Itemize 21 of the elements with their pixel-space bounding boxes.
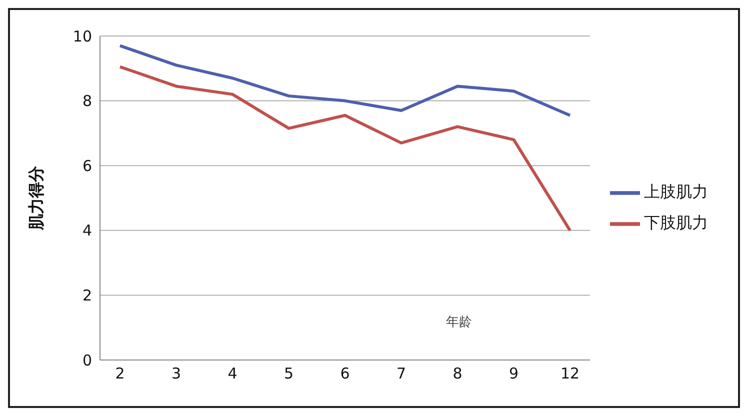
line-series: [118, 65, 572, 232]
x-axis-title: 年龄: [446, 314, 472, 331]
y-tick-label: 10: [72, 27, 92, 46]
x-tick-label: 7: [396, 364, 406, 383]
legend-label: 上肢肌力: [644, 182, 708, 202]
x-tick-label: 5: [284, 364, 294, 383]
y-tick-label: 6: [82, 156, 92, 175]
x-tick-label: 12: [560, 364, 580, 383]
x-tick-label: 2: [115, 364, 125, 383]
y-tick-label: 8: [82, 92, 92, 110]
y-tick-label: 0: [82, 351, 92, 370]
legend-label: 下肢肌力: [644, 213, 708, 232]
x-tick-label: 3: [171, 364, 182, 383]
x-tick-label: 9: [508, 364, 519, 383]
y-tick-label: 4: [82, 222, 92, 240]
y-axis-title: 肌力得分: [26, 165, 46, 231]
x-tick-label: 8: [452, 364, 462, 383]
x-tick-label: 4: [228, 364, 238, 383]
x-tick-label: 6: [340, 364, 350, 383]
y-tick-label: 2: [82, 286, 92, 305]
line-series: [118, 44, 572, 117]
